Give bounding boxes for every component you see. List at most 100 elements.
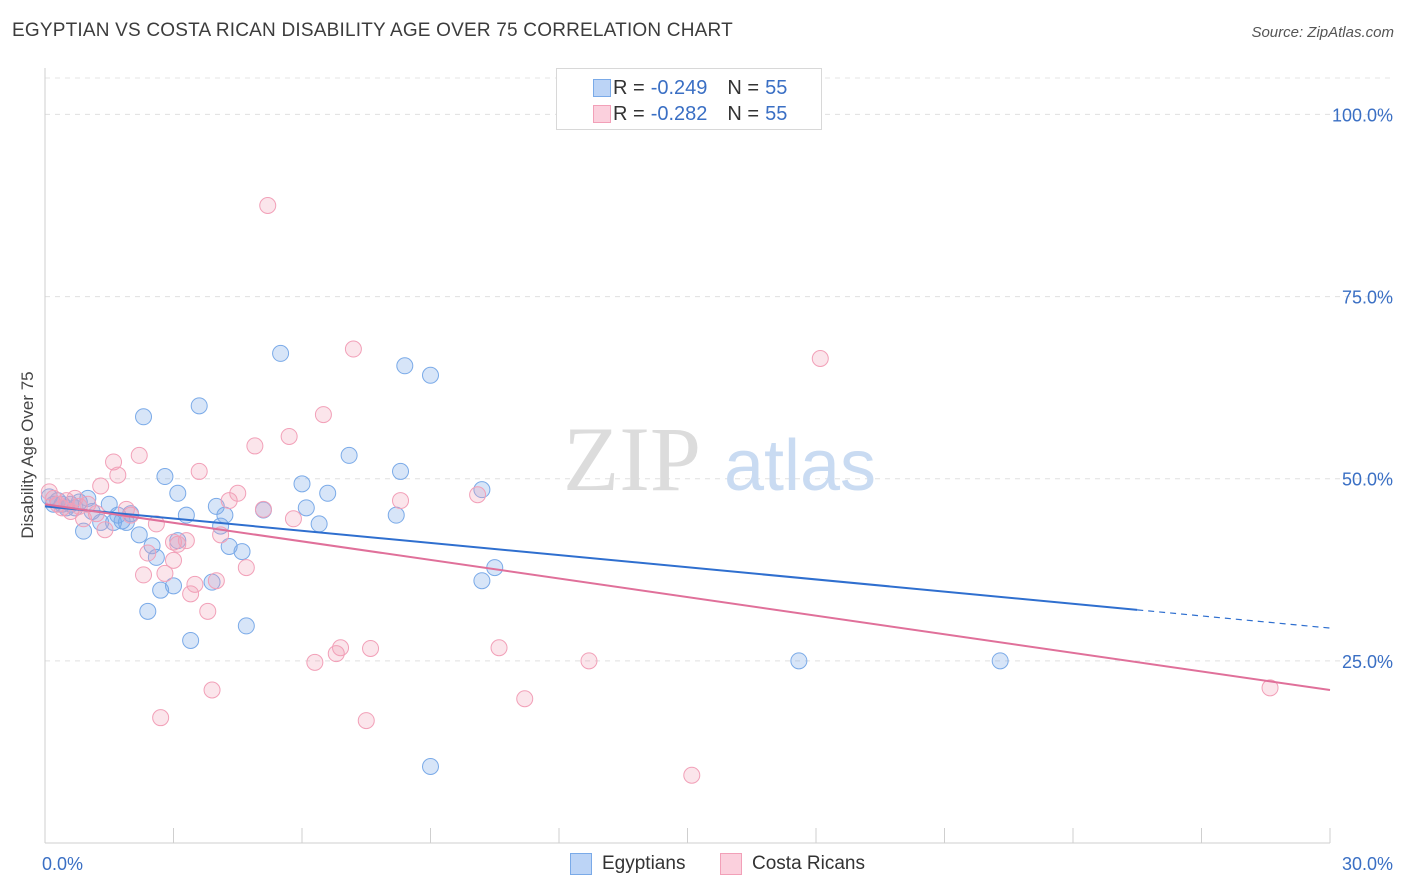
costa-ricans-point — [130, 446, 148, 464]
egyptians-point — [233, 543, 251, 561]
costa-ricans-trend-line — [44, 503, 1331, 691]
costa-ricans-point — [259, 197, 277, 214]
egyptians-trend-line — [44, 505, 1138, 611]
egyptians-point — [319, 484, 337, 502]
costa-ricans-point — [199, 602, 217, 620]
egyptians-label: Egyptians — [602, 853, 686, 874]
egyptians-point — [422, 758, 439, 775]
legend-row-costa-ricans: R = -0.282 N = 55 — [593, 102, 788, 126]
egyptians-point — [152, 581, 170, 599]
costa-ricans-point — [169, 535, 187, 553]
costa-ricans-point — [177, 532, 195, 550]
y-tick-label: 75.0% — [1342, 288, 1393, 308]
y-tick-label: 100.0% — [1332, 105, 1393, 125]
legend-n-value: 55 — [765, 102, 788, 125]
costa-ricans-point — [105, 453, 123, 471]
egyptians-point — [310, 515, 328, 533]
egyptians-point — [147, 548, 165, 566]
correlation-legend: R = -0.249 N = 55 R = -0.282 N = 55 — [556, 68, 822, 130]
costa-ricans-point — [1261, 679, 1279, 697]
legend-n-value: 55 — [765, 76, 788, 99]
egyptians-point — [220, 537, 238, 555]
costa-ricans-point — [152, 709, 170, 727]
x-tick-label-min: 0.0% — [42, 854, 83, 874]
watermark-atlas: atlas — [724, 426, 876, 506]
costa-ricans-point — [254, 500, 272, 518]
egyptians-point — [790, 652, 808, 670]
egyptians-point — [165, 577, 182, 595]
legend-n-label: N = — [727, 76, 760, 99]
egyptians-point — [139, 602, 157, 620]
costa-ricans-point — [156, 564, 174, 582]
costa-ricans-point — [392, 492, 410, 510]
tick-labels: 25.0% 50.0% 75.0% 100.0% 0.0% 30.0% — [42, 105, 1393, 874]
costa-ricans-point — [220, 492, 238, 510]
costa-ricans-point — [190, 462, 208, 480]
costa-ricans-label: Costa Ricans — [752, 853, 865, 874]
egyptians-point — [272, 344, 290, 362]
egyptians-point — [237, 617, 255, 635]
costa-ricans-point — [683, 766, 701, 784]
legend-row-egyptians: R = -0.249 N = 55 — [593, 76, 788, 100]
egyptians-point — [135, 408, 153, 426]
legend-swatch-egyptians — [593, 79, 611, 97]
egyptians-point — [75, 522, 93, 540]
costa-ricans-point — [109, 466, 127, 484]
egyptians-point — [156, 468, 174, 486]
costa-ricans-point — [314, 406, 332, 424]
source-credit: Source: ZipAtlas.com — [1251, 24, 1394, 41]
axes — [44, 68, 1331, 844]
egyptians-point — [991, 652, 1009, 670]
trend-lines — [44, 503, 1331, 691]
costa-ricans-point — [811, 350, 829, 367]
egyptians-point — [182, 631, 200, 649]
legend-item-costa-ricans[interactable]: Costa Ricans — [720, 852, 865, 876]
costa-ricans-point — [580, 652, 598, 670]
chart-title: EGYPTIAN VS COSTA RICAN DISABILITY AGE O… — [12, 20, 733, 41]
costa-ricans-point — [246, 437, 264, 455]
costa-ricans-point — [332, 639, 350, 657]
legend-item-egyptians[interactable]: Egyptians — [570, 852, 685, 876]
legend-r-value: -0.249 — [650, 76, 708, 99]
egyptians-trend-extension — [1137, 609, 1331, 629]
costa-ricans-point — [96, 521, 114, 539]
legend-r-value: -0.282 — [650, 102, 708, 125]
egyptians-point — [190, 397, 208, 415]
egyptians-point — [392, 462, 410, 480]
costa-ricans-point — [306, 653, 324, 671]
costa-ricans-point — [139, 544, 157, 562]
costa-ricans-point — [207, 572, 225, 590]
costa-ricans-point — [186, 575, 204, 593]
costa-ricans-point — [237, 559, 255, 577]
costa-ricans-point — [87, 505, 105, 523]
costa-ricans-point — [203, 681, 221, 699]
costa-ricans-point — [229, 484, 247, 502]
costa-ricans-point — [490, 639, 508, 657]
egyptians-point — [473, 572, 491, 590]
costa-ricans-point — [79, 495, 97, 513]
costa-ricans-swatch — [720, 853, 742, 875]
legend-swatch-costa-ricans — [593, 105, 611, 123]
egyptians-point — [422, 366, 439, 384]
egyptians-point — [297, 499, 315, 517]
data-points — [40, 197, 1279, 784]
costa-ricans-point — [362, 639, 380, 657]
costa-ricans-point — [344, 340, 362, 358]
costa-ricans-point — [280, 427, 298, 445]
watermark-zip: ZIP — [563, 408, 701, 510]
costa-ricans-point — [135, 566, 153, 584]
egyptians-point — [169, 484, 187, 502]
egyptians-point — [293, 475, 311, 493]
legend-r-label: R = — [613, 76, 645, 99]
costa-ricans-point — [165, 551, 182, 569]
costa-ricans-point — [182, 585, 200, 603]
egyptians-swatch — [570, 853, 592, 875]
legend-n-label: N = — [727, 102, 760, 125]
costa-ricans-point — [357, 712, 375, 730]
egyptians-point — [130, 526, 148, 544]
costa-ricans-point — [516, 690, 534, 708]
costa-ricans-point — [92, 477, 110, 495]
egyptians-point — [340, 446, 358, 464]
egyptians-point — [396, 357, 414, 375]
